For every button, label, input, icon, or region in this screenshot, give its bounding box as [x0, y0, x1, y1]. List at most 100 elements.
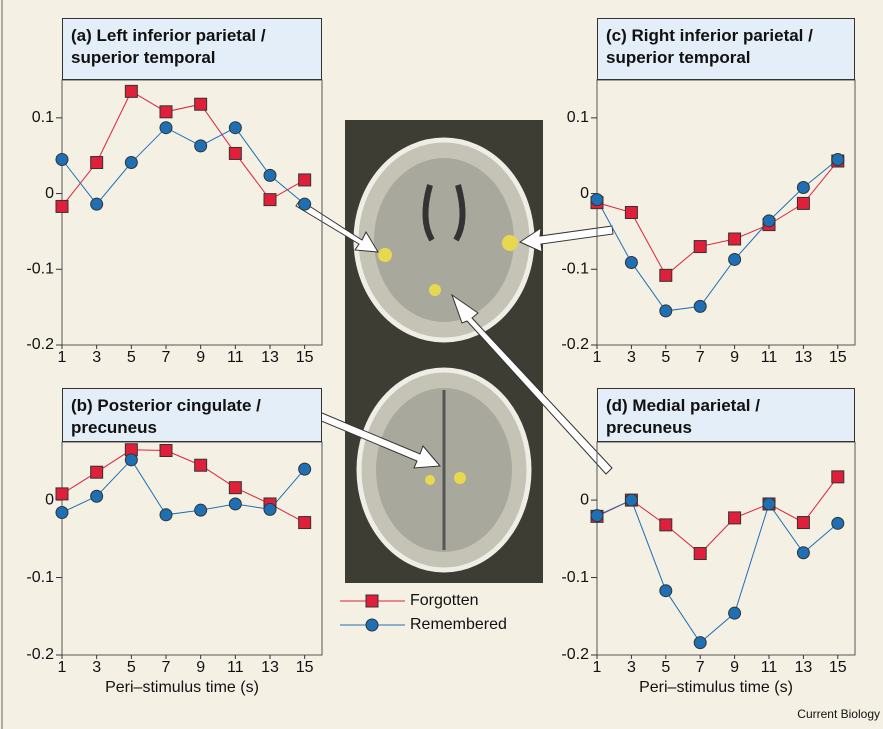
marker — [160, 445, 172, 457]
marker — [195, 140, 207, 152]
x-tick-label: 3 — [627, 349, 636, 366]
chart-title: (c) Right inferior parietal / superior t… — [597, 18, 855, 80]
marker — [660, 269, 672, 281]
marker — [91, 198, 103, 210]
chart-title: (b) Posterior cingulate / precuneus — [62, 388, 322, 442]
marker — [195, 98, 207, 110]
marker — [763, 215, 775, 227]
marker — [729, 233, 741, 245]
marker — [56, 506, 68, 518]
x-tick-label: 13 — [795, 659, 813, 676]
x-tick-label: 15 — [296, 659, 314, 676]
x-tick-label: 3 — [92, 659, 101, 676]
marker — [56, 154, 68, 166]
marker — [264, 169, 276, 181]
x-tick-label: 5 — [661, 349, 670, 366]
marker — [694, 300, 706, 312]
x-tick-label: 15 — [829, 349, 847, 366]
marker — [299, 174, 311, 186]
x-tick-label: 3 — [92, 349, 101, 366]
marker — [56, 488, 68, 500]
x-tick-label: 7 — [696, 659, 705, 676]
marker — [832, 154, 844, 166]
y-tick-label: -0.1 — [561, 569, 589, 586]
marker — [729, 512, 741, 524]
x-tick-label: 9 — [196, 659, 205, 676]
legend: Forgotten Remembered — [340, 592, 507, 633]
y-tick-label: 0 — [45, 491, 54, 508]
x-axis-label: Peri–stimulus time (s) — [105, 679, 259, 696]
marker — [660, 305, 672, 317]
legend-marker — [366, 595, 378, 607]
y-tick-label: -0.2 — [26, 646, 54, 663]
x-tick-label: 11 — [227, 659, 244, 676]
marker — [625, 256, 637, 268]
plot-frame — [62, 80, 322, 345]
legend-label: Forgotten — [410, 592, 478, 609]
marker — [160, 106, 172, 118]
y-tick-label: 0 — [580, 185, 589, 202]
x-tick-label: 1 — [593, 349, 602, 366]
marker — [797, 197, 809, 209]
marker — [660, 519, 672, 531]
x-tick-label: 11 — [227, 349, 244, 366]
chart: Forgotten Remembered Current Biology 0.1… — [0, 0, 883, 729]
x-tick-label: 15 — [829, 659, 847, 676]
marker — [125, 454, 137, 466]
marker — [832, 471, 844, 483]
y-tick-label: 0 — [580, 491, 589, 508]
legend-label: Remembered — [410, 616, 507, 633]
x-tick-label: 13 — [261, 349, 279, 366]
y-tick-label: 0.1 — [32, 109, 54, 126]
marker — [763, 498, 775, 510]
x-tick-label: 9 — [730, 349, 739, 366]
x-tick-label: 5 — [127, 659, 136, 676]
y-tick-label: -0.1 — [26, 261, 54, 278]
marker — [797, 547, 809, 559]
marker — [694, 241, 706, 253]
x-tick-label: 9 — [196, 349, 205, 366]
series-line — [62, 91, 305, 206]
x-tick-label: 5 — [127, 349, 136, 366]
y-tick-label: -0.1 — [26, 569, 54, 586]
marker — [195, 504, 207, 516]
marker — [591, 510, 603, 522]
marker — [125, 85, 137, 97]
x-tick-label: 1 — [58, 659, 67, 676]
marker — [660, 585, 672, 597]
marker — [299, 198, 311, 210]
figure: Forgotten Remembered Current Biology 0.1… — [0, 0, 883, 729]
marker — [625, 494, 637, 506]
x-tick-label: 5 — [661, 659, 670, 676]
marker — [264, 194, 276, 206]
y-tick-label: -0.2 — [561, 646, 589, 663]
chart-title: (a) Left inferior parietal / superior te… — [62, 18, 322, 80]
marker — [195, 459, 207, 471]
brain-images — [345, 120, 543, 583]
x-tick-label: 1 — [593, 659, 602, 676]
marker — [91, 157, 103, 169]
x-tick-label: 11 — [761, 349, 778, 366]
y-tick-label: -0.2 — [26, 336, 54, 353]
marker — [625, 207, 637, 219]
x-tick-label: 15 — [296, 349, 314, 366]
marker — [797, 517, 809, 529]
marker — [694, 637, 706, 649]
credit: Current Biology — [797, 707, 880, 721]
y-tick-label: 0 — [45, 185, 54, 202]
chart-title: (d) Medial parietal / precuneus — [597, 388, 855, 442]
y-tick-label: -0.2 — [561, 336, 589, 353]
x-tick-label: 1 — [58, 349, 67, 366]
x-tick-label: 7 — [162, 349, 171, 366]
x-tick-label: 7 — [162, 659, 171, 676]
marker — [591, 194, 603, 206]
x-tick-label: 13 — [261, 659, 279, 676]
marker — [229, 122, 241, 134]
marker — [729, 607, 741, 619]
marker — [729, 253, 741, 265]
x-tick-label: 11 — [761, 659, 778, 676]
marker — [229, 147, 241, 159]
marker — [229, 482, 241, 494]
marker — [832, 517, 844, 529]
y-tick-label: -0.1 — [561, 261, 589, 278]
